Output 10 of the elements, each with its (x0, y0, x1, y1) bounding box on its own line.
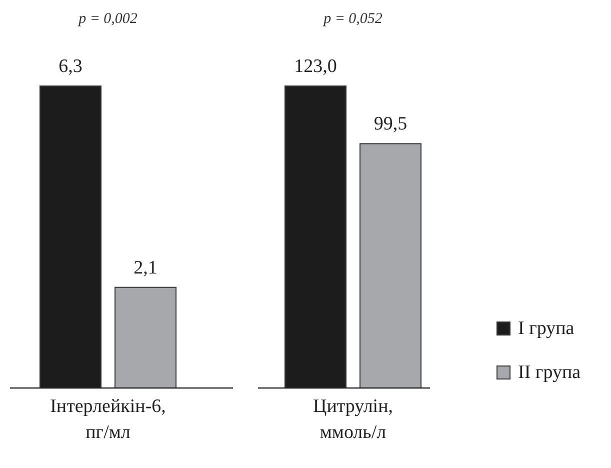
data-label: 123,0 (294, 56, 337, 77)
data-label: 6,3 (58, 56, 82, 77)
x-tick-label: Цитрулін, ммоль/л (312, 396, 394, 443)
legend-label: I група (518, 318, 575, 339)
legend-label: II група (518, 362, 582, 383)
text: p = 0,052 (322, 11, 383, 27)
data-label: 2,1 (134, 257, 158, 278)
data-label: 99,5 (374, 114, 408, 135)
text: p = 0,002 (78, 11, 138, 27)
x-tick-label: Інтерлейкін-6, пг/мл (50, 396, 166, 443)
